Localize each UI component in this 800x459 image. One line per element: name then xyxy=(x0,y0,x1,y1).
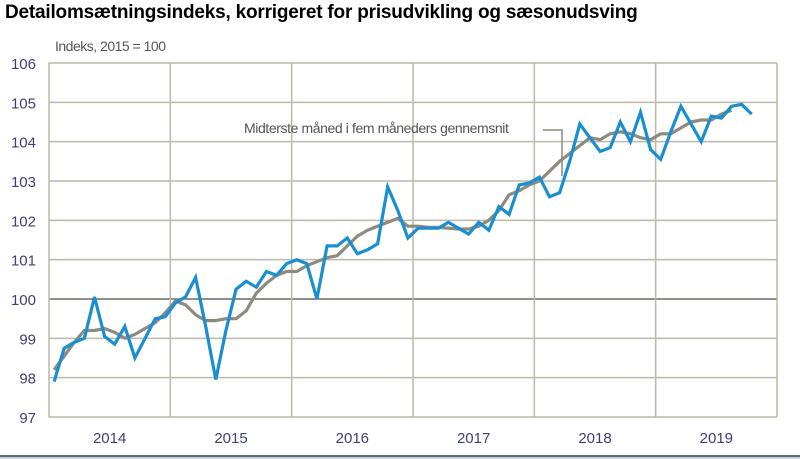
series-trend-line xyxy=(52,108,733,371)
y-tick-label: 98 xyxy=(19,371,36,388)
bottom-border xyxy=(0,455,800,457)
y-tick-label: 101 xyxy=(11,253,36,270)
y-tick-label: 97 xyxy=(19,410,36,427)
y-axis-unit-label: Indeks, 2015 = 100 xyxy=(55,38,166,54)
y-tick-label: 106 xyxy=(11,56,36,73)
y-tick-label: 104 xyxy=(11,135,36,152)
y-tick-label: 105 xyxy=(11,95,36,112)
chart-title: Detailomsætningsindeks, korrigeret for p… xyxy=(5,2,638,23)
y-tick-label: 103 xyxy=(11,174,36,191)
x-tick-label: 2017 xyxy=(457,430,490,447)
series-annotation-label: Midterste måned i fem måneders gennemsni… xyxy=(244,120,509,136)
x-tick-label: 2019 xyxy=(700,430,733,447)
series-main-line xyxy=(52,102,753,383)
x-tick-label: 2016 xyxy=(336,430,369,447)
y-tick-label: 99 xyxy=(19,331,36,348)
gridlines xyxy=(48,62,778,418)
x-tick-label: 2015 xyxy=(214,430,247,447)
y-tick-label: 102 xyxy=(11,213,36,230)
y-axis-ticks: 97 98 99 100 101 102 103 104 105 106 xyxy=(11,56,36,427)
x-axis-ticks: 2014 2015 2016 2017 2018 2019 xyxy=(93,430,733,447)
y-tick-label: 100 xyxy=(11,292,36,309)
bottom-border-light xyxy=(0,457,800,459)
x-tick-label: 2014 xyxy=(93,430,126,447)
x-tick-label: 2018 xyxy=(578,430,611,447)
